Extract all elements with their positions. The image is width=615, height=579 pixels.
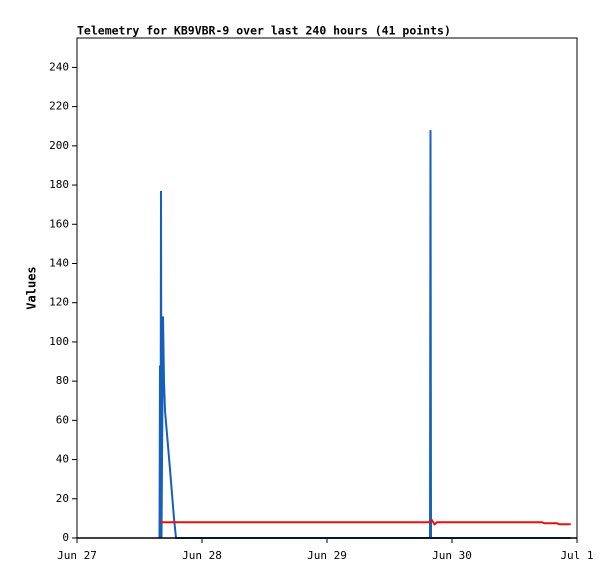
series-line [160,518,571,526]
y-tick-label: 240 [49,60,69,73]
y-tick-label: 160 [49,217,69,230]
x-tick-label: Jun 30 [432,549,472,562]
y-tick-label: 80 [56,374,69,387]
y-tick-label: 200 [49,139,69,152]
y-tick-label: 180 [49,178,69,191]
x-tick-label: Jun 28 [182,549,222,562]
y-tick-label: 60 [56,413,69,426]
y-tick-label: 40 [56,453,69,466]
chart-title: Telemetry for KB9VBR-9 over last 240 hou… [77,24,451,38]
y-tick-label: 0 [62,531,69,544]
y-tick-label: 20 [56,492,69,505]
y-tick-label: 140 [49,256,69,269]
x-tick-label: Jun 29 [307,549,347,562]
series-line [158,130,571,539]
plot-frame [76,37,578,539]
x-tick-label: Jun 27 [57,549,97,562]
y-axis-label: Values [25,266,39,309]
y-tick-label: 220 [49,100,69,113]
y-tick-label: 120 [49,296,69,309]
y-tick-label: 100 [49,335,69,348]
x-tick-label: Jul 1 [560,549,593,562]
